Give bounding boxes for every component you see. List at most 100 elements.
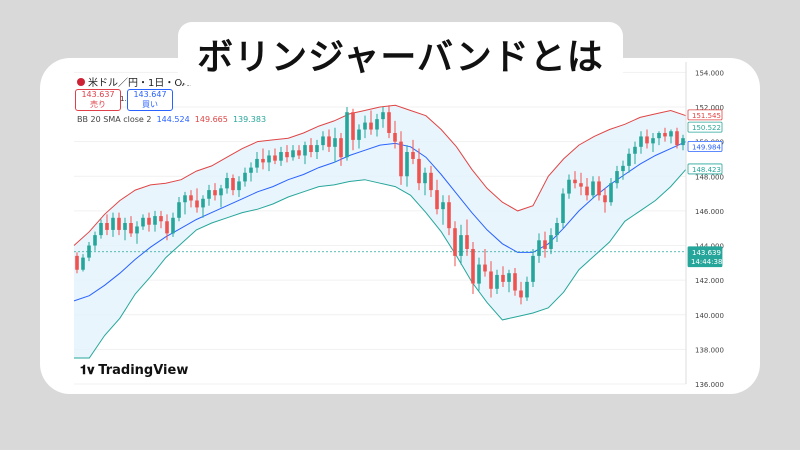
candle-body (81, 257, 85, 270)
candle-body (75, 255, 79, 270)
y-tick-label: 146.000 (695, 208, 724, 216)
candle-body (573, 179, 577, 184)
price-label-box (687, 246, 723, 268)
candle-body (417, 158, 421, 184)
title-banner: ボリンジャーバンドとは (178, 22, 623, 86)
candle-body (87, 245, 91, 258)
y-tick-label: 136.000 (695, 381, 724, 389)
candle-body (279, 152, 283, 161)
candle-body (135, 226, 139, 234)
candle-body (429, 172, 433, 191)
indicator-mid-value: 144.524 (156, 115, 190, 124)
candle-body (339, 138, 343, 158)
candle-body (657, 132, 661, 139)
candle-body (621, 165, 625, 172)
bollinger-lower-line (74, 168, 687, 359)
candle-body (561, 193, 565, 223)
candle-body (447, 202, 451, 229)
candle-body (123, 223, 127, 230)
candle-body (519, 290, 523, 298)
candle-body (627, 153, 631, 166)
candle-body (489, 271, 493, 289)
price-label-lower-last: 150.522 (692, 124, 721, 132)
candle-body (117, 217, 121, 230)
candle-body (237, 181, 241, 191)
candle-body (381, 112, 385, 120)
candle-body (663, 132, 667, 137)
candle-body (465, 235, 469, 249)
candle-body (549, 235, 553, 249)
candle-body (411, 152, 415, 159)
price-label-time: 14:44:38 (691, 258, 722, 266)
candle-body (345, 112, 349, 158)
candle-body (399, 141, 403, 177)
candle-body (585, 186, 589, 196)
candle-body (153, 216, 157, 225)
candle-body (255, 158, 259, 168)
candle-body (303, 145, 307, 156)
y-tick-label: 138.000 (695, 346, 724, 354)
candle-body (189, 195, 193, 201)
brand-name: TradingView (98, 363, 189, 378)
y-tick-label: 152.000 (695, 104, 724, 112)
candle-body (651, 138, 655, 144)
candle-body (315, 145, 319, 153)
price-label-box (687, 163, 723, 175)
candle-body (195, 200, 199, 208)
indicator-legend: BB 20 SMA close 2 144.524 149.665 139.38… (77, 115, 266, 124)
candle-body (501, 274, 505, 282)
symbol-icon (77, 78, 85, 86)
candle-body (405, 152, 409, 177)
candle-body (327, 136, 331, 147)
candle-body (129, 223, 133, 234)
candle-body (639, 136, 643, 147)
candle-body (471, 248, 475, 284)
candle-body (387, 112, 391, 133)
candle-body (273, 155, 277, 161)
y-tick-label: 148.000 (695, 173, 724, 181)
candle-body (393, 132, 397, 142)
candle-body (333, 138, 337, 147)
buy-button[interactable]: 143.647 買い (127, 89, 173, 111)
candle-body (477, 264, 481, 284)
candle-body (537, 240, 541, 256)
sell-button[interactable]: 143.637 売り (75, 89, 121, 111)
candle-body (453, 228, 457, 256)
price-label-upper: 151.545 (692, 112, 721, 120)
candle-body (597, 181, 601, 196)
price-label-box (687, 109, 723, 121)
candle-body (183, 195, 187, 203)
price-label-basis: 149.984 (692, 143, 721, 151)
bollinger-basis-line (73, 141, 687, 302)
candle-body (171, 217, 175, 234)
candle-body (249, 167, 253, 173)
candle-body (219, 188, 223, 196)
buy-price: 143.647 (133, 90, 167, 99)
candle-body (261, 158, 265, 163)
candle-body (483, 264, 487, 272)
y-tick-label: 140.000 (695, 312, 724, 320)
candle-body (309, 145, 313, 153)
candle-body (645, 136, 649, 144)
candle-body (495, 274, 499, 289)
candle-body (435, 190, 439, 210)
candle-body (459, 235, 463, 256)
candle-body (321, 136, 325, 146)
candle-body (603, 195, 607, 203)
candle-body (567, 179, 571, 194)
candle-body (243, 172, 247, 182)
candle-body (93, 235, 97, 246)
candle-body (111, 217, 115, 230)
candle-body (669, 131, 673, 137)
candle-body (543, 240, 547, 249)
candle-body (681, 138, 685, 146)
tradingview-logo-icon: 𝟏𝐯 (80, 363, 95, 378)
candle-body (297, 150, 301, 156)
sell-label: 売り (90, 100, 106, 109)
tradingview-logo: 𝟏𝐯 TradingView (80, 363, 188, 378)
candle-body (267, 155, 271, 163)
candle-body (231, 177, 235, 191)
spread-value: 1.4 (120, 95, 132, 103)
candle-body (177, 202, 181, 218)
